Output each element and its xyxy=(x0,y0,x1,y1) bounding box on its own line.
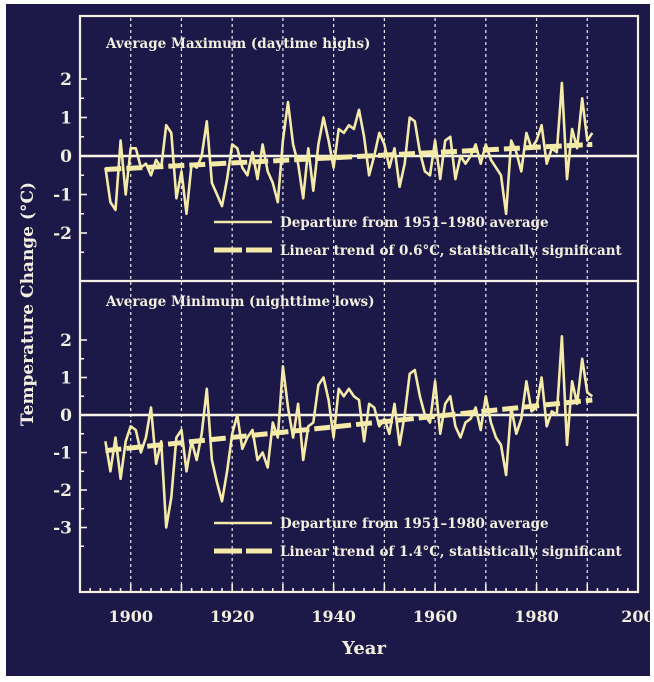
y-tick-label: 0 xyxy=(60,406,72,426)
y-tick-label: 2 xyxy=(60,70,72,90)
departure-line xyxy=(104,81,594,216)
legend-label: Linear trend of 0.6°C, statistically sig… xyxy=(280,243,623,259)
y-tick-label: 0 xyxy=(60,147,72,167)
linear-trend-line xyxy=(105,397,593,454)
x-tick-label-200: 200 xyxy=(621,607,650,626)
y-tick-label: -3 xyxy=(53,519,72,539)
y-axis-label: Temperature Change (°C) xyxy=(18,182,38,426)
chart-stage: Temperature Change (°C) Year Average Max… xyxy=(6,4,650,676)
x-tick-label-1960: 1960 xyxy=(413,607,458,626)
y-tick-label: -2 xyxy=(53,481,72,501)
y-tick-label: 1 xyxy=(60,369,72,389)
y-tick-label: -1 xyxy=(53,186,72,206)
y-tick-label: 2 xyxy=(60,331,72,351)
x-tick-label-1920: 1920 xyxy=(210,607,255,626)
temperature-change-chart: Temperature Change (°C) Year Average Max… xyxy=(18,14,650,659)
y-tick-label: -1 xyxy=(53,444,72,464)
plot-frame xyxy=(78,14,640,594)
panel-title: Average Maximum (daytime highs) xyxy=(105,36,370,52)
legend-label: Linear trend of 1.4°C, statistically sig… xyxy=(280,544,623,560)
legend-label: Departure from 1951–1980 average xyxy=(280,215,549,231)
panel-title: Average Minimum (nighttime lows) xyxy=(105,294,375,310)
x-tick-label-1980: 1980 xyxy=(514,607,559,626)
x-axis-label: Year xyxy=(341,638,386,659)
x-tick-label-1900: 1900 xyxy=(108,607,153,626)
departure-line xyxy=(104,335,594,529)
vertical-gridlines xyxy=(130,18,588,590)
panel-average-minimum: Average Minimum (nighttime lows) 2 1 0 -1 -2 -… xyxy=(53,294,638,560)
y-tick-label: -2 xyxy=(53,224,72,244)
linear-trend-line xyxy=(105,141,593,172)
x-tick-label-1940: 1940 xyxy=(311,607,356,626)
x-axis-ticks: 1900 1920 1940 1960 1980 200 xyxy=(79,584,650,626)
panel-average-maximum: Average Maximum (daytime highs) 2 1 0 -1 -2 De… xyxy=(53,36,638,259)
legend-label: Departure from 1951–1980 average xyxy=(280,516,549,532)
y-tick-label: 1 xyxy=(60,109,72,129)
